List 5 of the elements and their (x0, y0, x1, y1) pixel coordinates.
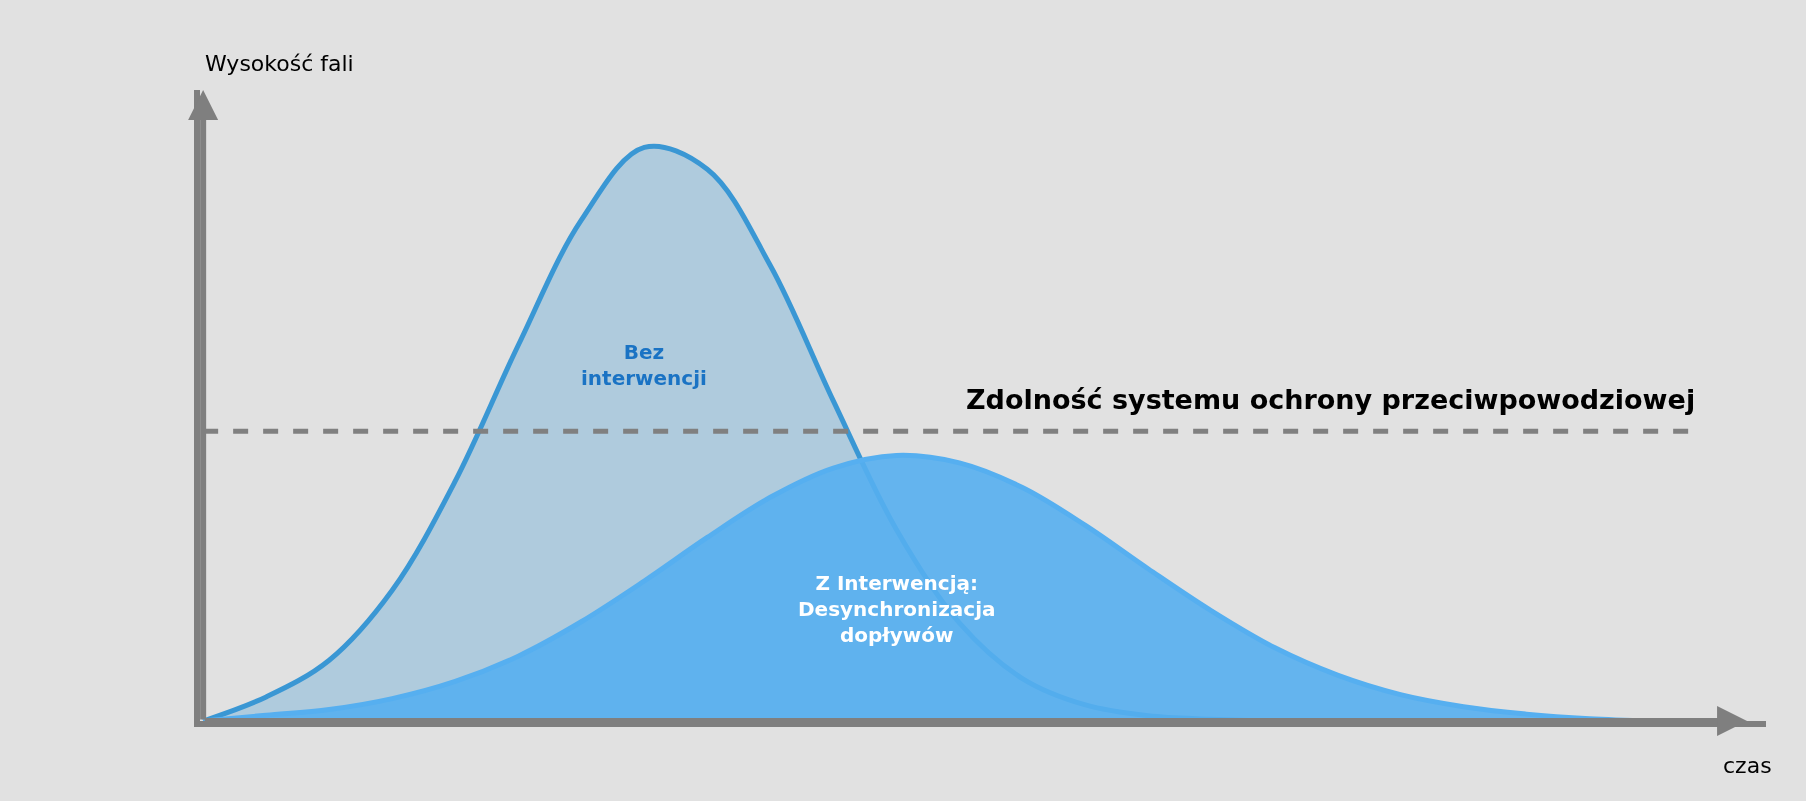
y-axis-title: Wysokość fali (205, 51, 354, 76)
ref-line-label: Zdolność systemu ochrony przeciwpowodziowej (966, 384, 1696, 415)
series-label: Bez interwencji (581, 340, 707, 390)
x-axis-title: czas (1723, 753, 1772, 778)
series-label: Z Interwencją: Desynchronizacja dopływów (798, 571, 996, 647)
